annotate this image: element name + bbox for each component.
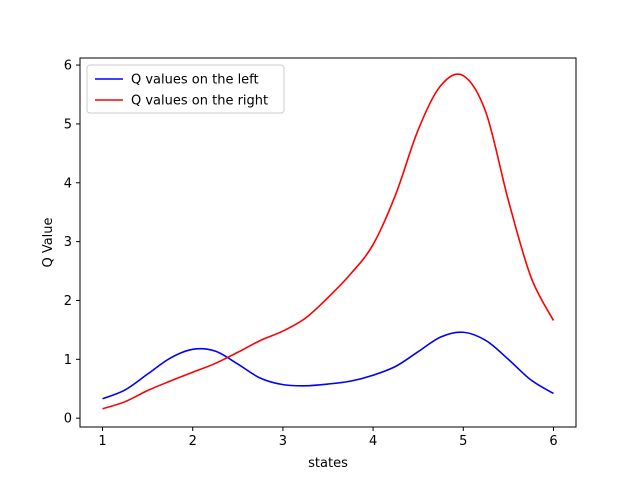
legend-label-2: Q values on the right xyxy=(131,94,268,109)
y-tick-label: 3 xyxy=(64,235,72,250)
y-axis-label: Q Value xyxy=(41,217,56,267)
y-tick-label: 4 xyxy=(64,176,72,191)
legend: Q values on the left Q values on the righ… xyxy=(86,64,285,114)
series-line-1 xyxy=(102,331,554,400)
x-axis-label: states xyxy=(308,456,348,471)
x-tick-label: 4 xyxy=(369,434,377,449)
x-tick-label: 3 xyxy=(279,434,287,449)
x-tick-label: 5 xyxy=(459,434,467,449)
y-tick-label: 5 xyxy=(64,117,72,132)
plot-area xyxy=(79,57,577,428)
y-tick-label: 1 xyxy=(64,353,72,368)
series-line-2 xyxy=(102,73,555,410)
x-tick-label: 6 xyxy=(549,434,557,449)
x-tick-label: 2 xyxy=(189,434,197,449)
legend-box xyxy=(86,64,285,114)
y-tick-label: 0 xyxy=(64,412,72,427)
x-tick-label: 1 xyxy=(98,434,106,449)
y-tick-label: 6 xyxy=(64,59,72,74)
y-tick-label: 2 xyxy=(64,294,72,309)
legend-label-1: Q values on the left xyxy=(131,73,259,88)
axes-frame xyxy=(79,57,577,428)
axis-ticks: 1 2 3 4 5 6 0 1 2 3 4 5 6 xyxy=(64,59,558,449)
